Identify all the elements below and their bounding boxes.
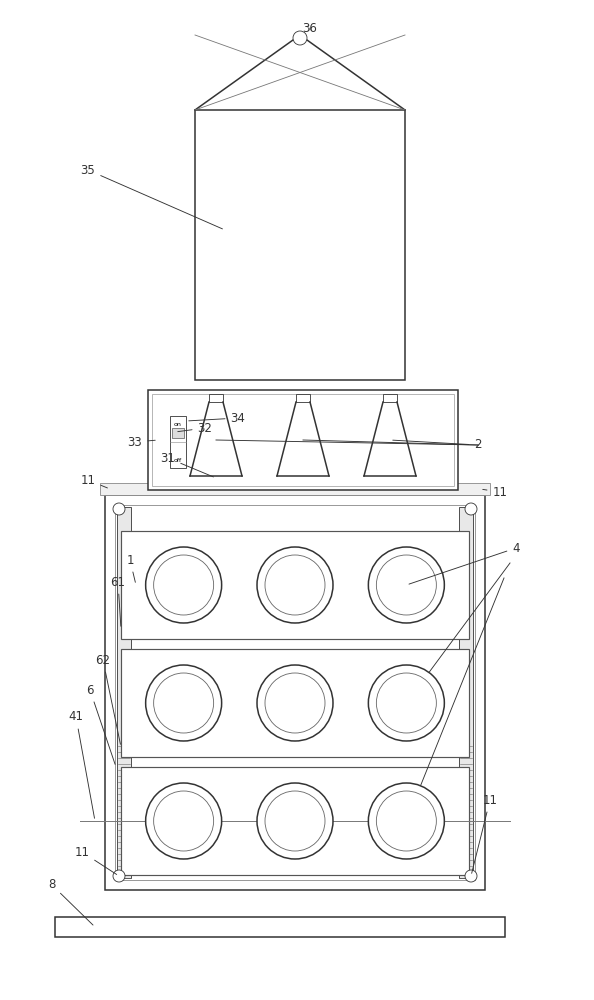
Circle shape [465,870,477,882]
Text: on: on [174,422,182,426]
Text: 34: 34 [189,412,245,424]
Bar [55,917,505,937]
Bar [165,469,183,481]
Circle shape [377,673,437,733]
Text: 11: 11 [81,474,108,488]
Bar [407,469,425,481]
Text: 8: 8 [48,879,93,925]
Circle shape [293,31,307,45]
Bar [115,505,475,880]
Text: 11: 11 [472,794,498,873]
Text: 31: 31 [160,452,213,477]
Bar [296,394,310,402]
Bar [209,394,223,402]
Text: 11: 11 [74,846,116,874]
Circle shape [265,791,325,851]
Text: 11: 11 [483,486,507,498]
Circle shape [368,547,444,623]
Circle shape [146,665,222,741]
Bar [121,649,469,757]
Bar [105,495,485,890]
Bar [100,483,490,495]
Text: 6: 6 [86,684,115,764]
Text: 36: 36 [302,21,317,34]
Circle shape [113,870,125,882]
Circle shape [113,503,125,515]
Text: 32: 32 [178,422,213,434]
Bar [459,507,473,878]
Bar [152,394,454,486]
Bar [121,767,469,875]
Text: 41: 41 [68,710,94,818]
Circle shape [377,791,437,851]
Circle shape [368,783,444,859]
Text: 61: 61 [110,576,125,626]
Circle shape [257,547,333,623]
Text: 33: 33 [128,436,155,448]
Circle shape [368,665,444,741]
Bar [117,507,131,878]
Circle shape [154,791,214,851]
Circle shape [146,547,222,623]
Text: 35: 35 [81,163,223,229]
Bar [148,390,458,490]
Bar [121,531,469,639]
Bar [385,469,403,481]
Circle shape [146,783,222,859]
Circle shape [265,673,325,733]
Text: 4: 4 [409,542,520,584]
Bar [172,428,184,438]
Bar [170,416,186,468]
Circle shape [154,673,214,733]
Circle shape [377,555,437,615]
Text: 62: 62 [96,654,121,744]
Text: off: off [174,458,182,462]
Bar [187,469,205,481]
Circle shape [154,555,214,615]
Text: 2: 2 [393,438,482,452]
Bar [383,394,397,402]
Circle shape [257,665,333,741]
Circle shape [257,783,333,859]
Text: 1: 1 [127,554,135,582]
Circle shape [465,503,477,515]
Circle shape [265,555,325,615]
Bar [195,110,405,380]
